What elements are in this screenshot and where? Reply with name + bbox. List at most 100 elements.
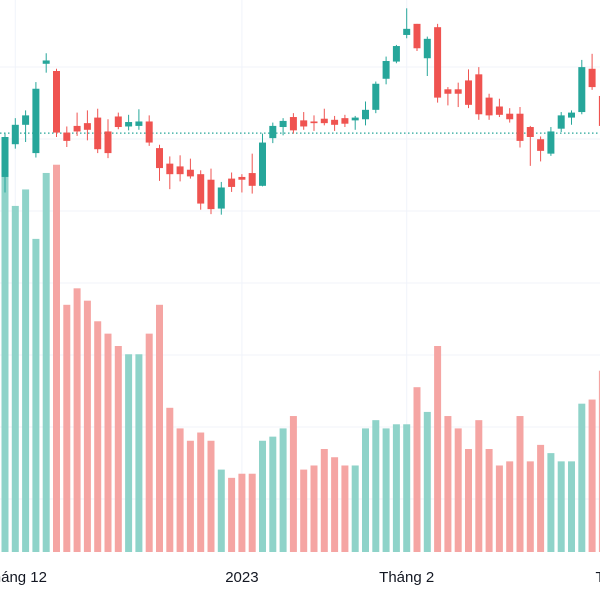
candle-body bbox=[331, 119, 339, 125]
candle bbox=[557, 112, 565, 133]
candle-body bbox=[207, 179, 215, 210]
volume-bar bbox=[598, 370, 600, 552]
candle bbox=[197, 170, 205, 210]
volume-bar bbox=[403, 424, 411, 552]
volume-bar bbox=[423, 411, 431, 552]
candle bbox=[444, 87, 452, 106]
candle-body bbox=[362, 109, 369, 120]
candle bbox=[73, 112, 81, 136]
volume-bar bbox=[269, 436, 277, 552]
volume-bar bbox=[331, 457, 339, 552]
candle bbox=[568, 110, 575, 125]
volume-bar bbox=[166, 407, 174, 552]
volume-bar bbox=[454, 428, 462, 552]
volume-bar bbox=[362, 428, 369, 552]
volume-bar bbox=[248, 473, 256, 552]
candle-body bbox=[11, 124, 19, 145]
x-axis: Tháng 12 2023 Tháng 2 Tháng 3 bbox=[0, 569, 600, 586]
x-tick-label: Tháng 2 bbox=[379, 569, 434, 586]
candle-body bbox=[506, 113, 514, 120]
volume-bar bbox=[1, 172, 9, 552]
candle-body bbox=[485, 97, 493, 116]
volume-bar bbox=[42, 172, 50, 552]
candle-body bbox=[516, 113, 524, 141]
volume-bar bbox=[526, 461, 534, 552]
candle-body bbox=[166, 163, 174, 175]
candle-body bbox=[372, 83, 380, 110]
candle-body bbox=[495, 106, 503, 115]
volume-bar bbox=[125, 354, 133, 552]
volume-bar bbox=[104, 333, 112, 552]
candle-body bbox=[197, 174, 205, 204]
candle-body bbox=[63, 132, 71, 141]
volume-bar bbox=[444, 416, 452, 552]
candle-body bbox=[588, 68, 596, 88]
volume-bar bbox=[238, 473, 246, 552]
candle-body bbox=[53, 71, 60, 133]
candle-body bbox=[217, 187, 225, 209]
candle bbox=[547, 127, 555, 156]
candle bbox=[331, 115, 339, 131]
volume-bar bbox=[63, 304, 71, 552]
volume-bar bbox=[197, 432, 205, 552]
volume-bar bbox=[53, 164, 60, 552]
volume-bar bbox=[547, 453, 555, 552]
candle bbox=[434, 23, 442, 103]
candle bbox=[166, 156, 174, 190]
candle bbox=[32, 82, 40, 158]
candle bbox=[83, 110, 91, 141]
volume-bar bbox=[434, 346, 442, 552]
candle bbox=[289, 113, 297, 134]
candle-body bbox=[104, 131, 112, 154]
candle-body bbox=[423, 38, 431, 59]
candle bbox=[217, 181, 225, 215]
volume-bar bbox=[73, 288, 81, 552]
candle bbox=[94, 108, 102, 154]
candle bbox=[300, 112, 308, 130]
volume-bar bbox=[83, 300, 91, 552]
volume-bar bbox=[392, 424, 400, 552]
volume-bar bbox=[578, 403, 586, 552]
candle bbox=[382, 56, 390, 85]
volume-bar bbox=[485, 449, 493, 552]
candle-body bbox=[557, 115, 565, 129]
candle-body bbox=[238, 176, 246, 180]
x-tick-label: Tháng 3 bbox=[595, 569, 600, 586]
candle-body bbox=[320, 118, 328, 124]
volume-bar bbox=[156, 304, 163, 552]
candle bbox=[588, 53, 596, 90]
candle-body bbox=[135, 121, 143, 126]
candle-body bbox=[73, 125, 81, 132]
candle-body bbox=[156, 148, 163, 169]
volume-bar bbox=[279, 428, 287, 552]
candle-body bbox=[83, 123, 91, 130]
volume-bars bbox=[1, 164, 600, 553]
candle bbox=[392, 44, 400, 64]
volume-bar bbox=[114, 346, 122, 552]
candle bbox=[176, 155, 184, 182]
candle bbox=[156, 144, 163, 181]
candle-body bbox=[526, 127, 534, 138]
candle-body bbox=[176, 166, 184, 175]
candle bbox=[42, 53, 50, 73]
candle-body bbox=[403, 28, 411, 35]
candle-body bbox=[537, 139, 545, 151]
candle-body bbox=[248, 173, 256, 186]
volume-bar bbox=[228, 477, 236, 552]
volume-bar bbox=[135, 354, 143, 552]
candle bbox=[465, 69, 472, 109]
candle-body bbox=[269, 125, 277, 139]
candle bbox=[320, 108, 328, 126]
volume-bar bbox=[351, 465, 359, 552]
candle-body bbox=[186, 169, 194, 177]
candle bbox=[341, 114, 349, 128]
volume-bar bbox=[516, 416, 524, 552]
candle bbox=[11, 118, 19, 149]
volume-bar bbox=[145, 333, 153, 552]
candle-body bbox=[125, 122, 133, 127]
candle bbox=[248, 153, 256, 194]
volume-bar bbox=[382, 428, 390, 552]
volume-bar bbox=[537, 444, 545, 552]
candle bbox=[269, 122, 277, 144]
